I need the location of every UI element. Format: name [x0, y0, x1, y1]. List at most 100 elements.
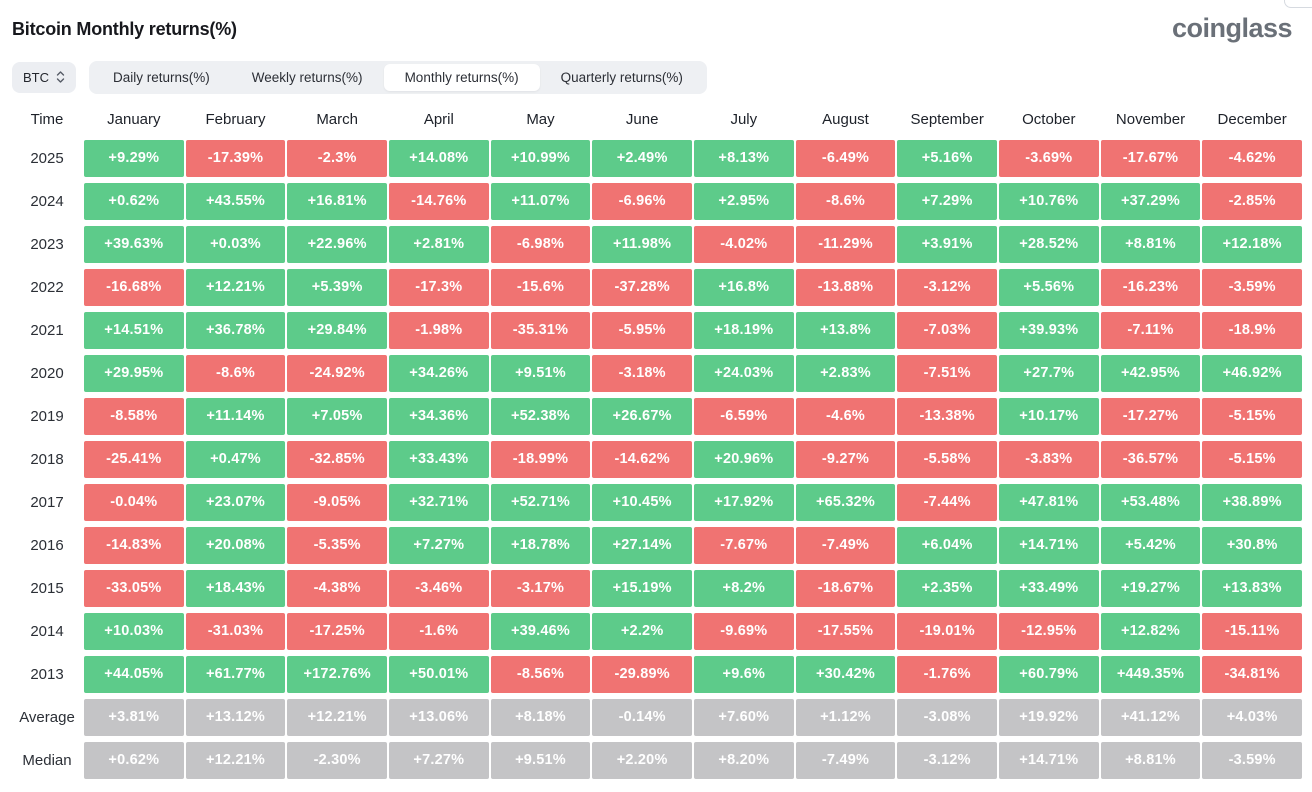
row-label-2025: 2025	[30, 149, 64, 167]
return-cell-2025-june: +2.49%	[592, 139, 692, 177]
return-cell-2015-october: +33.49%	[998, 569, 1099, 607]
return-cell-2023-september: +3.91%	[897, 225, 997, 263]
returns-tab-group: Daily returns(%) Weekly returns(%) Monthly…	[89, 60, 707, 94]
return-cell-median-february: +12.21%	[185, 741, 286, 779]
tab-weekly-returns[interactable]: Weekly returns(%)	[231, 64, 384, 91]
return-cell-2022-september: -3.12%	[897, 268, 997, 306]
return-cell-2021-october: +39.93%	[998, 311, 1099, 349]
return-cell-2016-september: +6.04%	[897, 526, 997, 564]
return-cell-2016-april: +7.27%	[388, 526, 489, 564]
return-cell-2024-june: -6.96%	[592, 182, 692, 220]
return-cell-median-january: +0.62%	[84, 741, 184, 779]
return-cell-2022-june: -37.28%	[592, 268, 692, 306]
return-cell-2016-march: -5.35%	[287, 526, 387, 564]
return-cell-median-april: +7.27%	[388, 741, 489, 779]
return-cell-2013-november: +449.35%	[1100, 655, 1201, 693]
return-cell-2019-february: +11.14%	[185, 397, 286, 435]
return-cell-average-july: +7.60%	[693, 698, 794, 736]
return-cell-2021-march: +29.84%	[287, 311, 387, 349]
return-cell-2024-march: +16.81%	[287, 182, 387, 220]
tab-monthly-returns[interactable]: Monthly returns(%)	[383, 63, 540, 91]
return-cell-2018-august: -9.27%	[795, 440, 896, 478]
return-cell-2019-january: -8.58%	[84, 397, 184, 435]
return-cell-2014-october: -12.95%	[998, 612, 1099, 650]
return-cell-2021-december: -18.9%	[1202, 311, 1302, 349]
return-cell-2017-august: +65.32%	[795, 483, 896, 521]
return-cell-2021-november: -7.11%	[1100, 311, 1201, 349]
row-label-2024: 2024	[30, 192, 64, 210]
return-cell-average-december: +4.03%	[1202, 698, 1302, 736]
return-cell-2014-december: -15.11%	[1202, 612, 1302, 650]
return-cell-2024-january: +0.62%	[84, 182, 184, 220]
return-cell-2021-july: +18.19%	[693, 311, 794, 349]
return-cell-2018-march: -32.85%	[287, 440, 387, 478]
return-cell-average-february: +13.12%	[185, 698, 286, 736]
column-header-february: February	[205, 111, 266, 129]
return-cell-2016-october: +14.71%	[998, 526, 1099, 564]
return-cell-2020-december: +46.92%	[1202, 354, 1302, 392]
return-cell-2022-august: -13.88%	[795, 268, 896, 306]
return-cell-2016-november: +5.42%	[1100, 526, 1201, 564]
return-cell-2016-may: +18.78%	[490, 526, 591, 564]
return-cell-average-january: +3.81%	[84, 698, 184, 736]
monthly-returns-table: Time January February March April May June July…	[12, 106, 1302, 779]
return-cell-average-may: +8.18%	[490, 698, 591, 736]
return-cell-average-june: -0.14%	[592, 698, 692, 736]
return-cell-2020-january: +29.95%	[84, 354, 184, 392]
row-label-2015: 2015	[30, 579, 64, 597]
return-cell-2013-december: -34.81%	[1202, 655, 1302, 693]
column-header-december: December	[1217, 111, 1287, 129]
return-cell-2022-december: -3.59%	[1202, 268, 1302, 306]
return-cell-2024-december: -2.85%	[1202, 182, 1302, 220]
return-cell-2023-august: -11.29%	[795, 225, 896, 263]
tab-quarterly-returns[interactable]: Quarterly returns(%)	[540, 64, 704, 91]
return-cell-2024-november: +37.29%	[1100, 182, 1201, 220]
symbol-select-value: BTC	[23, 69, 49, 85]
return-cell-2021-april: -1.98%	[388, 311, 489, 349]
return-cell-2013-september: -1.76%	[897, 655, 997, 693]
return-cell-2015-june: +15.19%	[592, 569, 692, 607]
return-cell-average-november: +41.12%	[1100, 698, 1201, 736]
row-label-2022: 2022	[30, 278, 64, 296]
return-cell-2024-february: +43.55%	[185, 182, 286, 220]
column-header-march: March	[316, 111, 358, 129]
return-cell-2015-april: -3.46%	[388, 569, 489, 607]
column-header-january: January	[107, 111, 161, 129]
return-cell-2018-february: +0.47%	[185, 440, 286, 478]
row-label-median: Median	[22, 751, 72, 769]
return-cell-average-september: -3.08%	[897, 698, 997, 736]
tab-daily-returns[interactable]: Daily returns(%)	[92, 64, 231, 91]
row-label-average: Average	[19, 708, 75, 726]
return-cell-2021-september: -7.03%	[897, 311, 997, 349]
column-header-september: September	[910, 111, 984, 129]
symbol-select[interactable]: BTC	[12, 61, 76, 93]
return-cell-2019-november: -17.27%	[1100, 397, 1201, 435]
return-cell-2024-august: -8.6%	[795, 182, 896, 220]
return-cell-2025-november: -17.67%	[1100, 139, 1201, 177]
return-cell-2023-june: +11.98%	[592, 225, 692, 263]
return-cell-median-june: +2.20%	[592, 741, 692, 779]
return-cell-2022-october: +5.56%	[998, 268, 1099, 306]
return-cell-2016-july: -7.67%	[693, 526, 794, 564]
return-cell-2019-may: +52.38%	[490, 397, 591, 435]
return-cell-2025-february: -17.39%	[185, 139, 286, 177]
return-cell-2019-august: -4.6%	[795, 397, 896, 435]
return-cell-2013-may: -8.56%	[490, 655, 591, 693]
return-cell-average-october: +19.92%	[998, 698, 1099, 736]
return-cell-2017-april: +32.71%	[388, 483, 489, 521]
column-header-october: October	[1022, 111, 1076, 129]
return-cell-2025-august: -6.49%	[795, 139, 896, 177]
return-cell-2017-september: -7.44%	[897, 483, 997, 521]
return-cell-2014-april: -1.6%	[388, 612, 489, 650]
return-cell-2017-july: +17.92%	[693, 483, 794, 521]
return-cell-median-september: -3.12%	[897, 741, 997, 779]
return-cell-2013-august: +30.42%	[795, 655, 896, 693]
return-cell-2013-february: +61.77%	[185, 655, 286, 693]
return-cell-2013-october: +60.79%	[998, 655, 1099, 693]
return-cell-2018-september: -5.58%	[897, 440, 997, 478]
coinglass-logo: coinglass	[1171, 13, 1293, 43]
return-cell-2025-october: -3.69%	[998, 139, 1099, 177]
return-cell-2015-august: -18.67%	[795, 569, 896, 607]
return-cell-2024-september: +7.29%	[897, 182, 997, 220]
return-cell-2022-february: +12.21%	[185, 268, 286, 306]
